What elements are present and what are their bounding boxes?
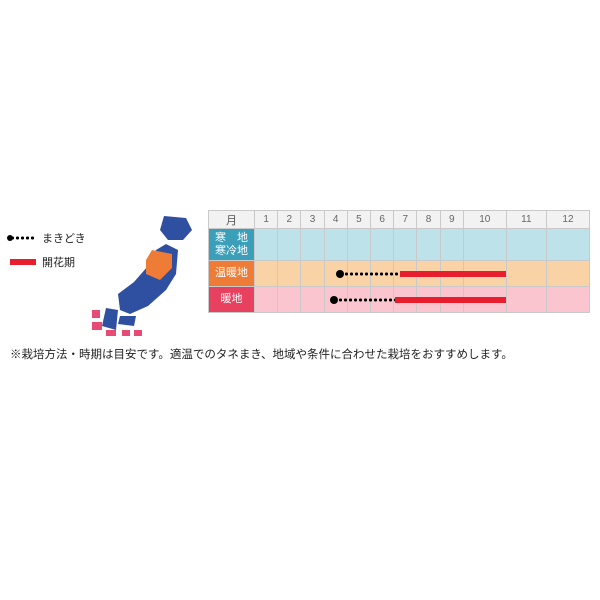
- calendar-cell: [255, 261, 278, 287]
- calendar-cell: [546, 287, 589, 313]
- month-header: 12: [546, 211, 589, 229]
- month-header: 11: [506, 211, 546, 229]
- calendar-cell: [506, 261, 546, 287]
- japan-map-icon: [90, 210, 200, 340]
- calendar-cell: [417, 229, 440, 261]
- dotted-line-icon: [10, 236, 36, 240]
- region-label: 温暖地: [209, 261, 255, 287]
- month-header: 6: [371, 211, 394, 229]
- calendar-cell: [463, 287, 506, 313]
- calendar-cell: [506, 229, 546, 261]
- calendar-cell: [324, 287, 347, 313]
- legend-item-flower: 開花期: [10, 254, 90, 270]
- calendar-cell: [278, 261, 301, 287]
- calendar-cell: [301, 229, 324, 261]
- footnote: ※栽培方法・時期は目安です。適温でのタネまき、地域や条件に合わせた栽培をおすすめ…: [10, 346, 590, 362]
- calendar-cell: [278, 287, 301, 313]
- calendar-cell: [301, 287, 324, 313]
- legend: まきどき 開花期: [10, 210, 90, 278]
- month-header: 1: [255, 211, 278, 229]
- legend-item-sow: まきどき: [10, 230, 90, 246]
- calendar-cell: [463, 229, 506, 261]
- month-header: 7: [394, 211, 417, 229]
- calendar-cell: [371, 229, 394, 261]
- calendar-cell: [347, 229, 370, 261]
- calendar-cell: [394, 229, 417, 261]
- calendar-cell: [546, 261, 589, 287]
- region-label: 寒 地寒冷地: [209, 229, 255, 261]
- legend-sow-label: まきどき: [42, 230, 86, 246]
- legend-flower-label: 開花期: [42, 254, 75, 270]
- calendar-cell: [417, 287, 440, 313]
- calendar-cell: [371, 287, 394, 313]
- solid-line-icon: [10, 259, 36, 265]
- calendar-cell: [347, 287, 370, 313]
- calendar-cell: [301, 261, 324, 287]
- calendar-cell: [278, 229, 301, 261]
- month-header: 9: [440, 211, 463, 229]
- month-header: 2: [278, 211, 301, 229]
- calendar-cell: [440, 287, 463, 313]
- calendar-cell: [440, 261, 463, 287]
- month-header: 3: [301, 211, 324, 229]
- calendar-cell: [546, 229, 589, 261]
- calendar-cell: [255, 287, 278, 313]
- calendar-cell: [394, 261, 417, 287]
- month-header: 10: [463, 211, 506, 229]
- calendar-cell: [255, 229, 278, 261]
- planting-calendar: 月123456789101112寒 地寒冷地温暖地暖地: [208, 210, 590, 313]
- month-header: 8: [417, 211, 440, 229]
- calendar-cell: [417, 261, 440, 287]
- calendar-cell: [324, 261, 347, 287]
- calendar-cell: [347, 261, 370, 287]
- calendar-cell: [394, 287, 417, 313]
- region-label: 暖地: [209, 287, 255, 313]
- month-header: 5: [347, 211, 370, 229]
- calendar-cell: [371, 261, 394, 287]
- month-header-label: 月: [209, 211, 255, 229]
- month-header: 4: [324, 211, 347, 229]
- calendar-cell: [463, 261, 506, 287]
- calendar-cell: [324, 229, 347, 261]
- calendar-cell: [506, 287, 546, 313]
- calendar-cell: [440, 229, 463, 261]
